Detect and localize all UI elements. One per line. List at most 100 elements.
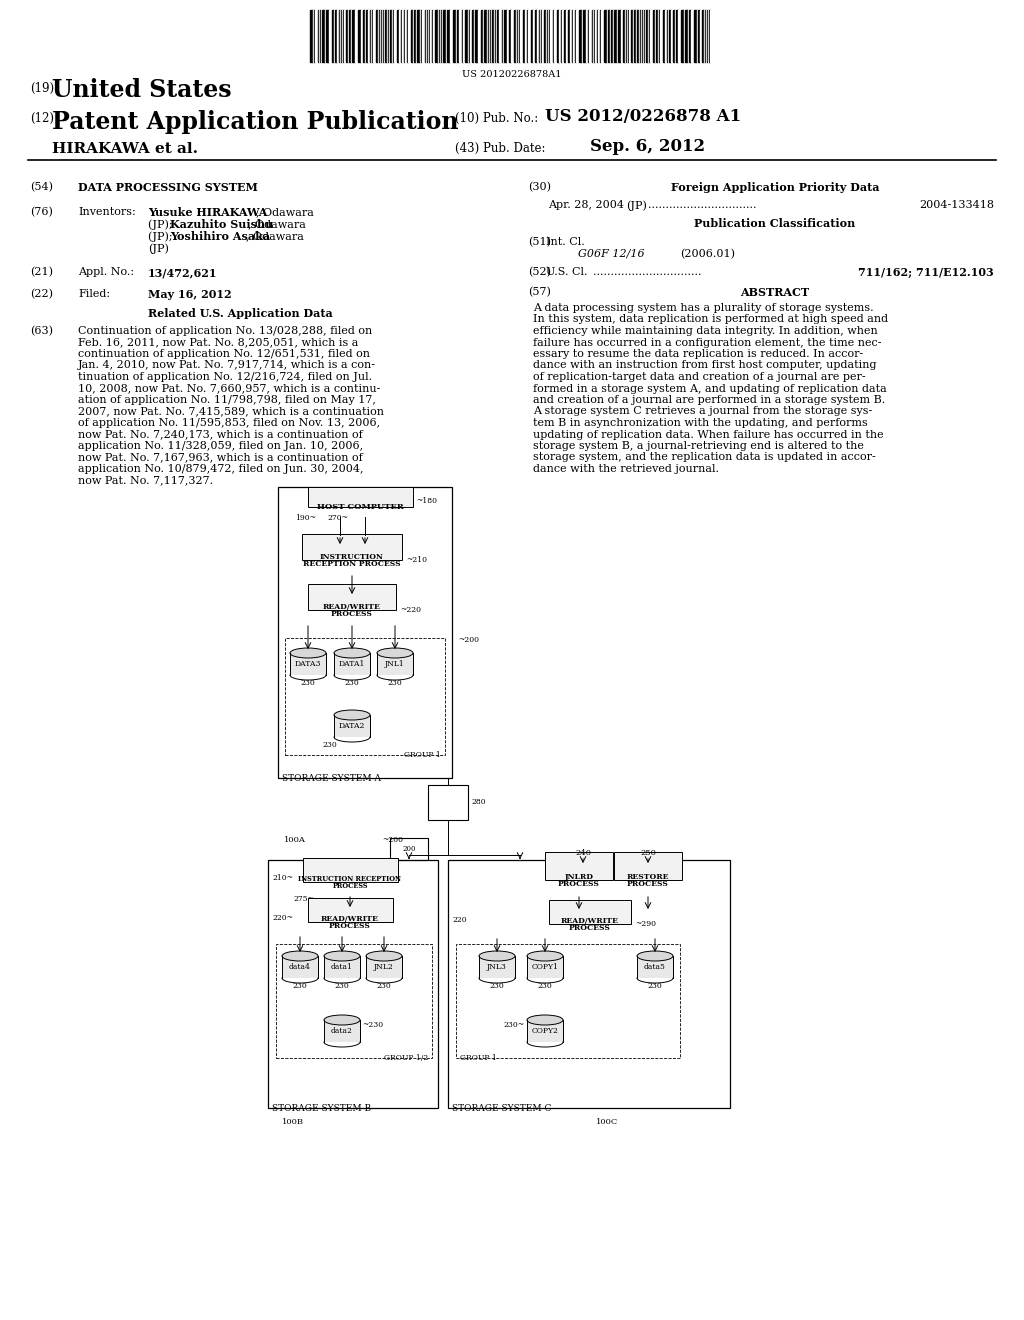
Bar <box>568 11 570 62</box>
Text: Apr. 28, 2004: Apr. 28, 2004 <box>548 201 624 210</box>
Ellipse shape <box>479 950 515 961</box>
Bar <box>361 11 362 62</box>
Text: (43) Pub. Date:: (43) Pub. Date: <box>455 143 546 154</box>
Bar <box>698 11 700 62</box>
Text: 210~: 210~ <box>272 874 293 882</box>
Text: (51): (51) <box>528 238 551 247</box>
Text: efficiency while maintaining data integrity. In addition, when: efficiency while maintaining data integr… <box>534 326 878 337</box>
Bar <box>397 11 399 62</box>
Text: 100A: 100A <box>284 836 306 843</box>
Bar <box>499 11 502 62</box>
Text: RESTORE: RESTORE <box>627 873 670 880</box>
Text: DATA PROCESSING SYSTEM: DATA PROCESSING SYSTEM <box>78 182 258 193</box>
Bar <box>573 11 575 62</box>
Text: ~200: ~200 <box>458 636 479 644</box>
Ellipse shape <box>527 1015 563 1026</box>
Bar <box>507 11 509 62</box>
Text: US 2012/0226878 A1: US 2012/0226878 A1 <box>545 108 741 125</box>
Bar <box>525 11 527 62</box>
Text: application No. 11/328,059, filed on Jan. 10, 2006,: application No. 11/328,059, filed on Jan… <box>78 441 364 451</box>
Bar <box>484 11 487 62</box>
Bar <box>656 11 658 62</box>
Bar <box>589 11 592 62</box>
Text: 711/162; 711/E12.103: 711/162; 711/E12.103 <box>858 267 994 279</box>
Text: , Odawara: , Odawara <box>246 231 304 242</box>
Text: (76): (76) <box>30 207 53 218</box>
Text: ~220: ~220 <box>400 606 421 614</box>
Text: 230: 230 <box>293 982 307 990</box>
Bar <box>535 11 537 62</box>
Text: G06F 12/16: G06F 12/16 <box>578 249 645 259</box>
Text: 13/472,621: 13/472,621 <box>148 267 217 279</box>
Text: READ/WRITE: READ/WRITE <box>561 917 618 925</box>
Text: A data processing system has a plurality of storage systems.: A data processing system has a plurality… <box>534 304 873 313</box>
Bar <box>307 898 392 921</box>
Text: ation of application No. 11/798,798, filed on May 17,: ation of application No. 11/798,798, fil… <box>78 395 376 405</box>
Text: Yoshihiro Asaka: Yoshihiro Asaka <box>170 231 270 242</box>
Bar <box>694 11 697 62</box>
Bar <box>637 956 673 978</box>
Text: 230: 230 <box>345 678 359 686</box>
Bar <box>334 715 370 737</box>
Bar <box>634 11 636 62</box>
Bar <box>390 11 392 62</box>
Bar <box>550 11 553 62</box>
Bar <box>290 653 326 675</box>
Text: (12): (12) <box>30 112 54 125</box>
Bar <box>669 11 671 62</box>
Text: A storage system C retrieves a journal from the storage sys-: A storage system C retrieves a journal f… <box>534 407 872 417</box>
Text: and creation of a journal are performed in a storage system B.: and creation of a journal are performed … <box>534 395 886 405</box>
Bar <box>562 11 564 62</box>
Bar <box>671 11 673 62</box>
Text: updating of replication data. When failure has occurred in the: updating of replication data. When failu… <box>534 429 884 440</box>
Bar <box>472 11 474 62</box>
Bar <box>385 11 387 62</box>
Bar <box>595 11 597 62</box>
Bar <box>422 11 425 62</box>
Text: data5: data5 <box>644 964 666 972</box>
Text: PROCESS: PROCESS <box>558 880 600 888</box>
Bar <box>504 11 507 62</box>
Text: DATA1: DATA1 <box>339 660 366 668</box>
Text: 230: 230 <box>377 982 391 990</box>
Ellipse shape <box>324 1015 360 1026</box>
Bar <box>646 11 648 62</box>
Text: ...............................: ............................... <box>593 267 701 277</box>
Bar <box>689 11 691 62</box>
Bar <box>332 11 334 62</box>
Text: Yusuke HIRAKAWA: Yusuke HIRAKAWA <box>148 207 267 218</box>
Text: READ/WRITE: READ/WRITE <box>322 915 379 923</box>
Text: 100C: 100C <box>596 1118 618 1126</box>
Bar <box>377 653 413 675</box>
Text: COPY2: COPY2 <box>531 1027 558 1035</box>
Text: STORAGE SYSTEM C: STORAGE SYSTEM C <box>452 1104 551 1113</box>
Text: STORAGE SYSTEM A: STORAGE SYSTEM A <box>282 774 381 783</box>
Text: JNL2: JNL2 <box>374 964 394 972</box>
Text: JNL1: JNL1 <box>385 660 404 668</box>
Text: Foreign Application Priority Data: Foreign Application Priority Data <box>671 182 880 193</box>
Bar <box>362 11 365 62</box>
Text: May 16, 2012: May 16, 2012 <box>148 289 231 300</box>
Text: (JP): (JP) <box>148 243 169 253</box>
Bar <box>527 956 563 978</box>
Bar <box>604 11 607 62</box>
Text: application No. 10/879,472, filed on Jun. 30, 2004,: application No. 10/879,472, filed on Jun… <box>78 465 364 474</box>
Text: Filed:: Filed: <box>78 289 111 300</box>
Text: ~210: ~210 <box>406 556 427 564</box>
Bar <box>586 11 588 62</box>
Text: PROCESS: PROCESS <box>627 880 669 888</box>
Text: dance with an instruction from first host computer, updating: dance with an instruction from first hos… <box>534 360 877 371</box>
Text: 240: 240 <box>575 849 591 857</box>
Bar <box>514 11 516 62</box>
Bar <box>685 11 688 62</box>
Text: 200: 200 <box>402 845 416 853</box>
Text: Continuation of application No. 13/028,288, filed on: Continuation of application No. 13/028,2… <box>78 326 373 337</box>
Text: Kazuhito Suishu: Kazuhito Suishu <box>170 219 273 230</box>
Text: US 20120226878A1: US 20120226878A1 <box>462 70 562 79</box>
Text: Feb. 16, 2011, now Pat. No. 8,205,051, which is a: Feb. 16, 2011, now Pat. No. 8,205,051, w… <box>78 338 358 347</box>
Bar <box>557 11 559 62</box>
Bar <box>355 11 358 62</box>
Text: 2007, now Pat. No. 7,415,589, which is a continuation: 2007, now Pat. No. 7,415,589, which is a… <box>78 407 384 417</box>
Text: , Odawara: , Odawara <box>256 207 314 216</box>
Text: 2004-133418: 2004-133418 <box>919 201 994 210</box>
